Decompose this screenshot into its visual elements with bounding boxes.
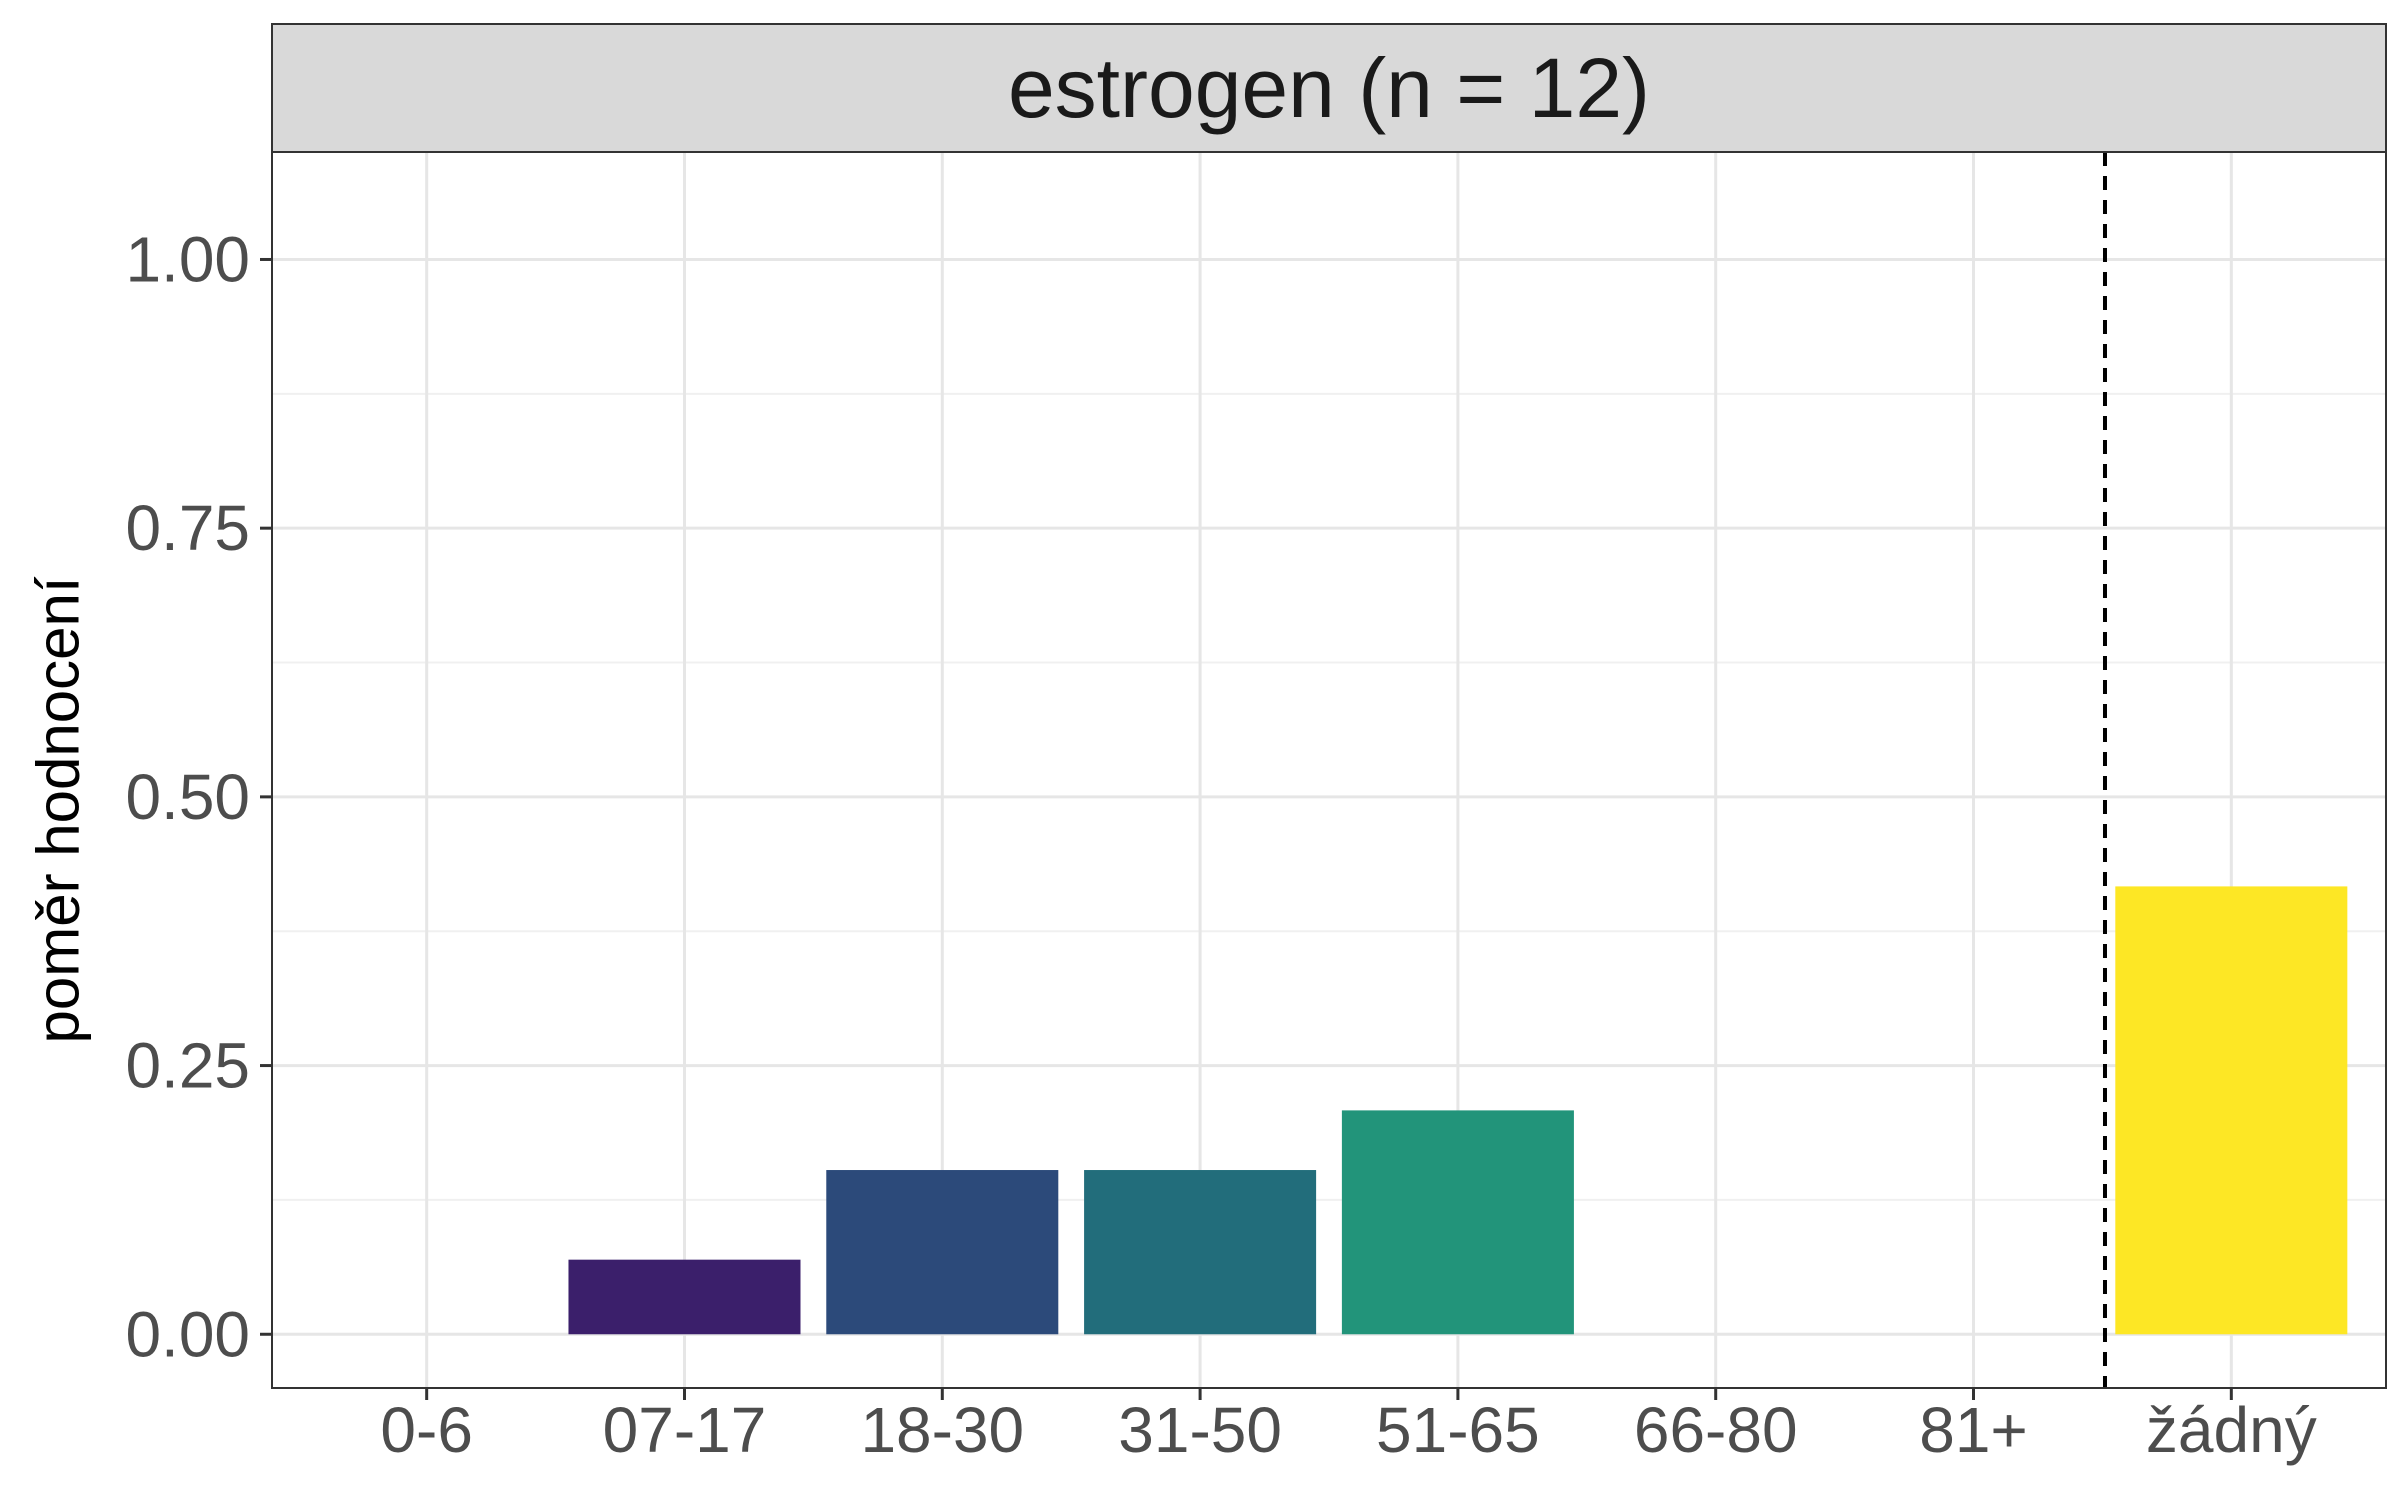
y-tick-label: 0.75 xyxy=(125,492,250,564)
x-tick-label: 31-50 xyxy=(1118,1394,1282,1466)
bar-07-17 xyxy=(568,1259,801,1335)
x-tick-label: 81+ xyxy=(1919,1394,2028,1466)
x-tick-label: 18-30 xyxy=(860,1394,1024,1466)
y-axis-title: poměr hodnocení xyxy=(25,576,92,1043)
grid-lines xyxy=(272,152,2386,1388)
facet-title: estrogen (n = 12) xyxy=(1008,41,1650,135)
x-tick-label: 51-65 xyxy=(1376,1394,1540,1466)
panel-border xyxy=(271,151,2387,1389)
x-tick-label: žádný xyxy=(2146,1394,2317,1466)
x-tick-label: 66-80 xyxy=(1634,1394,1798,1466)
bars xyxy=(568,886,2348,1335)
bar-51-65 xyxy=(1341,1110,1574,1335)
facet-strip xyxy=(271,23,2387,153)
y-tick-label: 0.00 xyxy=(125,1298,250,1370)
bar-žádný xyxy=(2115,886,2348,1335)
y-axis: 0.00 0.25 0.50 0.75 1.00 xyxy=(125,223,272,1370)
y-tick-label: 1.00 xyxy=(125,223,250,295)
bar-31-50 xyxy=(1084,1170,1317,1335)
bar-18-30 xyxy=(826,1170,1059,1335)
x-tick-label: 0-6 xyxy=(380,1394,473,1466)
x-tick-label: 07-17 xyxy=(603,1394,767,1466)
y-tick-label: 0.50 xyxy=(125,761,250,833)
y-tick-label: 0.25 xyxy=(125,1030,250,1102)
x-axis: 0-6 07-17 18-30 31-50 51-65 66-80 81+ žádný xyxy=(380,1388,2317,1466)
